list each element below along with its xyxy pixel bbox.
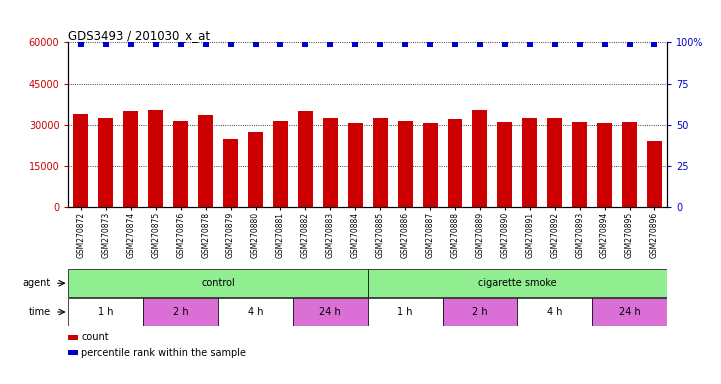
Point bbox=[300, 41, 311, 47]
Text: count: count bbox=[81, 332, 109, 342]
Text: 4 h: 4 h bbox=[547, 307, 562, 317]
Bar bbox=[123, 111, 138, 207]
Bar bbox=[173, 121, 188, 207]
Point bbox=[275, 41, 286, 47]
Point bbox=[499, 41, 510, 47]
Bar bbox=[248, 132, 263, 207]
Point bbox=[249, 41, 261, 47]
Point bbox=[175, 41, 187, 47]
Point bbox=[75, 41, 87, 47]
Bar bbox=[223, 139, 238, 207]
Point bbox=[374, 41, 386, 47]
Text: 2 h: 2 h bbox=[472, 307, 487, 317]
Bar bbox=[68, 298, 143, 326]
Text: 1 h: 1 h bbox=[98, 307, 114, 317]
Bar bbox=[423, 123, 438, 207]
Point bbox=[574, 41, 585, 47]
Bar bbox=[298, 111, 313, 207]
Point bbox=[200, 41, 211, 47]
Text: 24 h: 24 h bbox=[319, 307, 341, 317]
Bar bbox=[74, 114, 89, 207]
Bar bbox=[622, 122, 637, 207]
Text: 2 h: 2 h bbox=[173, 307, 188, 317]
Text: time: time bbox=[29, 307, 51, 317]
Bar bbox=[373, 118, 388, 207]
Bar bbox=[547, 118, 562, 207]
Text: cigarette smoke: cigarette smoke bbox=[478, 278, 557, 288]
Bar bbox=[597, 123, 612, 207]
Point bbox=[424, 41, 435, 47]
Bar bbox=[472, 110, 487, 207]
Point bbox=[399, 41, 411, 47]
Bar bbox=[448, 119, 462, 207]
Bar bbox=[218, 298, 293, 326]
Text: agent: agent bbox=[23, 278, 51, 288]
Bar bbox=[518, 298, 592, 326]
Point bbox=[549, 41, 560, 47]
Bar bbox=[273, 121, 288, 207]
Bar bbox=[398, 121, 412, 207]
Point bbox=[599, 41, 611, 47]
Text: control: control bbox=[201, 278, 235, 288]
Bar bbox=[323, 118, 338, 207]
Text: percentile rank within the sample: percentile rank within the sample bbox=[81, 348, 247, 358]
Bar bbox=[572, 122, 587, 207]
Bar bbox=[348, 123, 363, 207]
Bar bbox=[368, 298, 443, 326]
Point bbox=[524, 41, 536, 47]
Bar bbox=[68, 270, 368, 297]
Bar bbox=[522, 118, 537, 207]
Text: GDS3493 / 201030_x_at: GDS3493 / 201030_x_at bbox=[68, 29, 211, 42]
Bar bbox=[149, 110, 163, 207]
Point bbox=[125, 41, 136, 47]
Point bbox=[100, 41, 112, 47]
Bar bbox=[198, 115, 213, 207]
Bar bbox=[647, 141, 662, 207]
Bar bbox=[293, 298, 368, 326]
Bar bbox=[143, 298, 218, 326]
Point bbox=[449, 41, 461, 47]
Point bbox=[649, 41, 660, 47]
Bar bbox=[497, 122, 513, 207]
Bar bbox=[98, 118, 113, 207]
Point bbox=[350, 41, 361, 47]
Bar bbox=[443, 298, 518, 326]
Point bbox=[324, 41, 336, 47]
Point bbox=[150, 41, 162, 47]
Bar bbox=[592, 298, 667, 326]
Bar bbox=[368, 270, 667, 297]
Point bbox=[474, 41, 486, 47]
Text: 4 h: 4 h bbox=[248, 307, 263, 317]
Point bbox=[624, 41, 635, 47]
Point bbox=[225, 41, 236, 47]
Text: 1 h: 1 h bbox=[397, 307, 413, 317]
Text: 24 h: 24 h bbox=[619, 307, 640, 317]
